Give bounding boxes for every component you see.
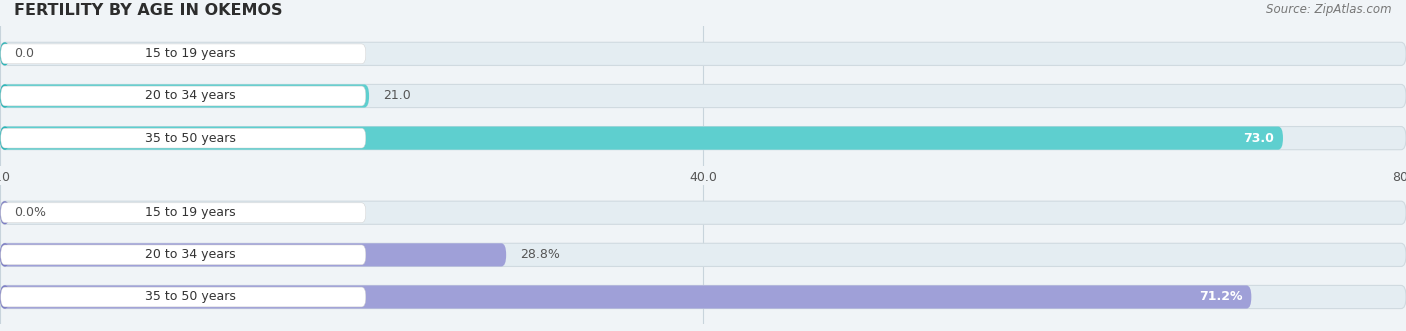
- Text: Source: ZipAtlas.com: Source: ZipAtlas.com: [1267, 3, 1392, 16]
- FancyBboxPatch shape: [0, 126, 10, 150]
- FancyBboxPatch shape: [0, 126, 1406, 150]
- FancyBboxPatch shape: [0, 201, 10, 224]
- FancyBboxPatch shape: [0, 285, 10, 308]
- FancyBboxPatch shape: [0, 84, 1406, 108]
- FancyBboxPatch shape: [1, 86, 366, 106]
- FancyBboxPatch shape: [0, 243, 10, 266]
- FancyBboxPatch shape: [1, 203, 366, 223]
- Text: 20 to 34 years: 20 to 34 years: [145, 248, 235, 261]
- Text: 35 to 50 years: 35 to 50 years: [145, 132, 236, 145]
- Text: 15 to 19 years: 15 to 19 years: [145, 206, 235, 219]
- FancyBboxPatch shape: [0, 42, 10, 66]
- FancyBboxPatch shape: [1, 44, 366, 64]
- Text: 71.2%: 71.2%: [1199, 291, 1243, 304]
- FancyBboxPatch shape: [1, 128, 366, 148]
- FancyBboxPatch shape: [1, 245, 366, 265]
- Text: FERTILITY BY AGE IN OKEMOS: FERTILITY BY AGE IN OKEMOS: [14, 3, 283, 18]
- Text: 15 to 19 years: 15 to 19 years: [145, 47, 235, 60]
- FancyBboxPatch shape: [0, 285, 1406, 308]
- FancyBboxPatch shape: [0, 84, 368, 108]
- Text: 0.0%: 0.0%: [14, 206, 46, 219]
- FancyBboxPatch shape: [0, 84, 10, 108]
- FancyBboxPatch shape: [0, 243, 506, 266]
- FancyBboxPatch shape: [0, 201, 1406, 224]
- FancyBboxPatch shape: [1, 287, 366, 307]
- FancyBboxPatch shape: [0, 126, 1282, 150]
- FancyBboxPatch shape: [0, 243, 1406, 266]
- Text: 35 to 50 years: 35 to 50 years: [145, 291, 236, 304]
- Text: 28.8%: 28.8%: [520, 248, 560, 261]
- Text: 20 to 34 years: 20 to 34 years: [145, 89, 235, 103]
- FancyBboxPatch shape: [0, 285, 1251, 308]
- FancyBboxPatch shape: [0, 42, 1406, 66]
- Text: 21.0: 21.0: [382, 89, 411, 103]
- Text: 73.0: 73.0: [1243, 132, 1274, 145]
- Text: 0.0: 0.0: [14, 47, 34, 60]
